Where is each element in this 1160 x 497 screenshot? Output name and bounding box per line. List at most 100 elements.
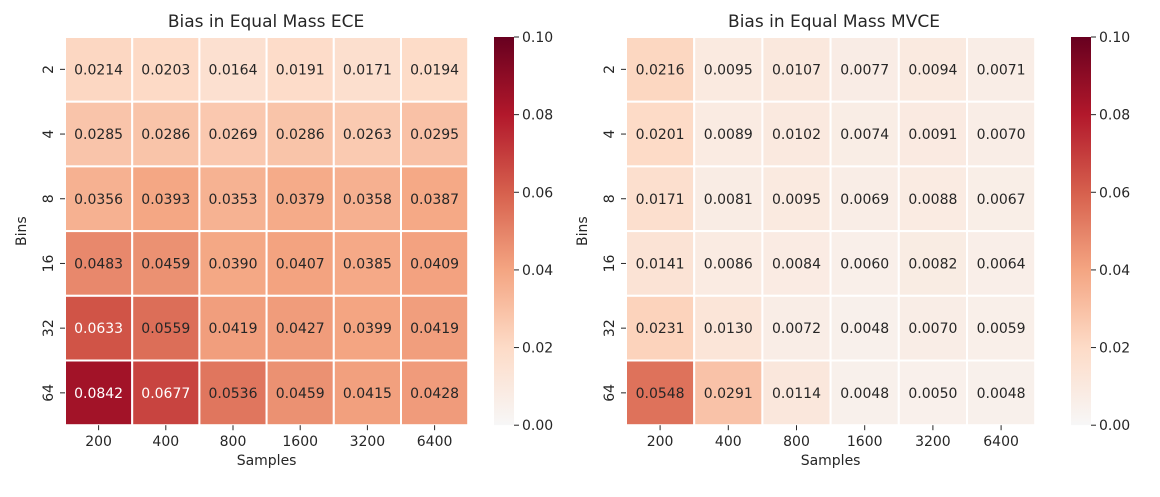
cell-value-label: 0.0842 (74, 386, 123, 402)
x-tick-label: 400 (715, 434, 742, 450)
heatmap-cell (966, 230, 1037, 297)
cell-value-label: 0.0201 (636, 127, 685, 143)
cell-value-label: 0.0082 (908, 256, 957, 272)
cell-value-label: 0.0286 (276, 127, 325, 143)
cell-value-label: 0.0390 (209, 256, 258, 272)
cell-value-label: 0.0081 (704, 192, 753, 208)
cell-value-label: 0.0072 (772, 321, 821, 337)
cell-value-label: 0.0216 (636, 62, 685, 78)
x-tick-label: 1600 (847, 434, 883, 450)
heatmap-cell (198, 230, 268, 297)
cell-value-label: 0.0048 (840, 386, 889, 402)
cell-value-label: 0.0353 (209, 192, 258, 208)
cell-value-label: 0.0428 (410, 386, 459, 402)
heatmap-cell (332, 294, 402, 362)
cell-value-label: 0.0171 (343, 62, 392, 78)
y-tick-label: 32 (602, 319, 618, 337)
cell-value-label: 0.0633 (74, 321, 123, 337)
heatmap-cell (829, 165, 900, 233)
cell-value-label: 0.0141 (636, 256, 685, 272)
cell-value-label: 0.0171 (636, 192, 685, 208)
heatmap-cell (400, 359, 470, 427)
cell-value-label: 0.0285 (74, 127, 123, 143)
y-axis-label: Bins (14, 216, 30, 246)
cell-value-label: 0.0483 (74, 256, 123, 272)
heatmap-cell (897, 100, 968, 168)
cell-value-label: 0.0095 (772, 192, 821, 208)
y-axis-label: Bins (575, 216, 591, 246)
cell-value-label: 0.0399 (343, 321, 392, 337)
cell-value-label: 0.0419 (410, 321, 459, 337)
cell-value-label: 0.0089 (704, 127, 753, 143)
cell-value-label: 0.0295 (410, 127, 459, 143)
cell-value-label: 0.0048 (840, 321, 889, 337)
cell-value-label: 0.0130 (704, 321, 753, 337)
colorbar-tick-label: 0.06 (1099, 185, 1130, 201)
y-tick-label: 4 (602, 130, 618, 139)
colorbar-tick-label: 0.08 (522, 108, 553, 124)
x-tick-label: 200 (647, 434, 674, 450)
cell-value-label: 0.0070 (977, 127, 1026, 143)
heatmap-cell (625, 165, 696, 233)
cell-value-label: 0.0559 (141, 321, 190, 337)
y-tick-label: 2 (602, 65, 618, 74)
heatmap-cell (761, 165, 832, 233)
cell-value-label: 0.0069 (840, 192, 889, 208)
cell-value-label: 0.0102 (772, 127, 821, 143)
cell-value-label: 0.0419 (209, 321, 258, 337)
cell-value-label: 0.0114 (772, 386, 821, 402)
y-tick-label: 32 (41, 319, 57, 337)
x-axis-label: Samples (801, 453, 861, 469)
heatmap-cell (400, 100, 470, 168)
heatmap-cell (265, 165, 335, 233)
cell-value-label: 0.0077 (840, 62, 889, 78)
heatmap-cell (693, 100, 764, 168)
ece-heatmap-panel: Bias in Equal Mass ECE 0.0214 0.0203 0.0164… (14, 12, 553, 469)
cell-value-label: 0.0286 (141, 127, 190, 143)
heatmap-cell (400, 294, 470, 362)
heatmap-cell (400, 36, 470, 103)
cell-value-label: 0.0191 (276, 62, 325, 78)
x-tick-label: 800 (783, 434, 810, 450)
x-axis-label: Samples (237, 453, 297, 469)
cell-value-label: 0.0070 (908, 321, 957, 337)
heatmap-cell (693, 294, 764, 362)
x-tick-label: 6400 (417, 434, 453, 450)
heatmap-cell (829, 100, 900, 168)
heatmap-cell (966, 359, 1037, 427)
heatmap-cell (131, 165, 201, 233)
heatmap-cell (131, 36, 201, 103)
heatmap-cell (761, 230, 832, 297)
cell-value-label: 0.0107 (772, 62, 821, 78)
cell-value-label: 0.0095 (704, 62, 753, 78)
y-tick-label: 8 (602, 194, 618, 203)
cell-value-label: 0.0358 (343, 192, 392, 208)
chart-title: Bias in Equal Mass MVCE (728, 12, 940, 32)
x-tick-label: 200 (85, 434, 112, 450)
y-tick-label: 16 (41, 254, 57, 272)
cell-value-label: 0.0060 (840, 256, 889, 272)
heatmap-cell (400, 165, 470, 233)
cell-value-label: 0.0356 (74, 192, 123, 208)
cell-value-label: 0.0164 (209, 62, 258, 78)
colorbar-tick-label: 0.08 (1099, 108, 1130, 124)
cell-value-label: 0.0203 (141, 62, 190, 78)
heatmap-cell (332, 230, 402, 297)
cell-value-label: 0.0074 (840, 127, 889, 143)
heatmap-cell (265, 230, 335, 297)
mvce-heatmap-panel: Bias in Equal Mass MVCE 0.0216 0.0095 0.010… (575, 12, 1130, 469)
colorbar-tick-label: 0.10 (1099, 30, 1130, 46)
heatmap-cell (829, 359, 900, 427)
heatmap-cell (64, 230, 134, 297)
y-tick-label: 2 (41, 65, 57, 74)
colorbar-tick-label: 0.04 (522, 263, 553, 279)
cell-value-label: 0.0427 (276, 321, 325, 337)
cell-value-label: 0.0214 (74, 62, 123, 78)
y-tick-label: 8 (41, 194, 57, 203)
heatmap-cell (761, 36, 832, 103)
heatmap-cell (761, 294, 832, 362)
heatmap-cell (693, 165, 764, 233)
cell-value-label: 0.0536 (209, 386, 258, 402)
colorbar-tick-label: 0.02 (522, 341, 553, 357)
